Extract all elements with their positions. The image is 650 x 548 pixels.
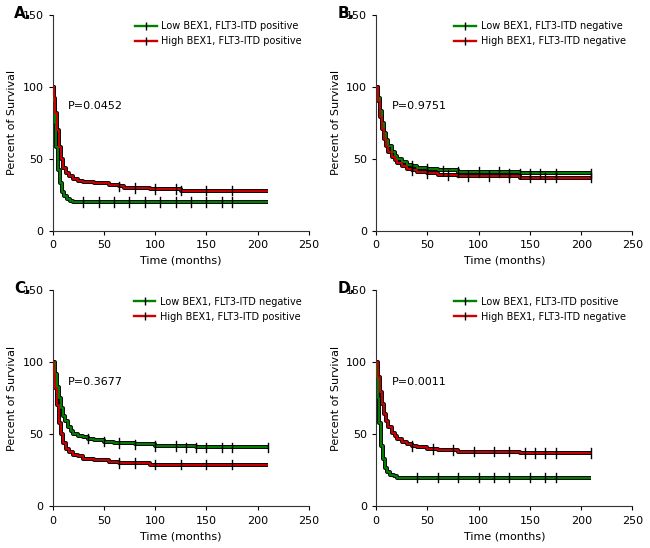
Legend: Low BEX1, FLT3-ITD positive, High BEX1, FLT3-ITD positive: Low BEX1, FLT3-ITD positive, High BEX1, … [133, 20, 304, 48]
X-axis label: Time (months): Time (months) [463, 531, 545, 541]
X-axis label: Time (months): Time (months) [140, 531, 222, 541]
Legend: Low BEX1, FLT3-ITD negative, High BEX1, FLT3-ITD positive: Low BEX1, FLT3-ITD negative, High BEX1, … [132, 295, 304, 324]
Text: P=0.9751: P=0.9751 [391, 101, 447, 111]
Text: B.: B. [338, 6, 355, 21]
Text: P=0.0011: P=0.0011 [391, 376, 447, 386]
X-axis label: Time (months): Time (months) [140, 256, 222, 266]
Y-axis label: Percent of Survival: Percent of Survival [331, 346, 341, 451]
Y-axis label: Percent of Survival: Percent of Survival [7, 70, 17, 175]
Text: A.: A. [14, 6, 32, 21]
Text: D.: D. [338, 281, 356, 296]
Text: P=0.3677: P=0.3677 [68, 376, 123, 386]
Text: C.: C. [14, 281, 31, 296]
Legend: Low BEX1, FLT3-ITD negative, High BEX1, FLT3-ITD negative: Low BEX1, FLT3-ITD negative, High BEX1, … [452, 20, 628, 48]
Text: P=0.0452: P=0.0452 [68, 101, 123, 111]
Y-axis label: Percent of Survival: Percent of Survival [331, 70, 341, 175]
Y-axis label: Percent of Survival: Percent of Survival [7, 346, 17, 451]
Legend: Low BEX1, FLT3-ITD positive, High BEX1, FLT3-ITD negative: Low BEX1, FLT3-ITD positive, High BEX1, … [452, 295, 628, 324]
X-axis label: Time (months): Time (months) [463, 256, 545, 266]
